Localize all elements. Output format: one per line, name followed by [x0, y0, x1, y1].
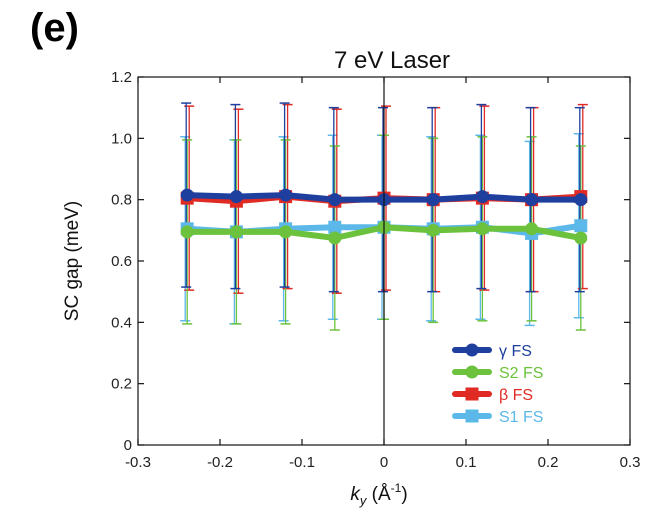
data-point	[328, 231, 342, 245]
legend-label: γ FS	[499, 343, 532, 360]
panel-label: (e)	[30, 6, 79, 50]
data-point	[229, 225, 243, 239]
x-axis-title: ky (Å-1)	[350, 481, 407, 508]
data-point	[525, 193, 539, 207]
y-tick-label: 1.0	[111, 130, 132, 147]
x-tick-label: -0.2	[207, 454, 233, 471]
legend-label: β FS	[499, 387, 533, 404]
data-point	[426, 223, 440, 237]
data-point	[180, 225, 194, 239]
data-point	[229, 190, 243, 204]
data-point	[525, 222, 539, 236]
legend-marker	[465, 387, 479, 401]
x-tick-label: 0	[380, 454, 388, 471]
data-point	[574, 219, 588, 233]
x-tick-label: 0.3	[620, 454, 641, 471]
legend: γ FS S2 FS β FS S1 FS	[452, 343, 543, 426]
legend-label: S2 FS	[499, 365, 543, 382]
data-point	[328, 220, 342, 234]
legend-marker	[465, 365, 479, 379]
y-tick-label: 0.8	[111, 192, 132, 209]
legend-marker	[465, 343, 479, 357]
x-tick-label: 0.2	[538, 454, 559, 471]
legend-label: S1 FS	[499, 409, 543, 426]
x-axis-title-k: k	[350, 484, 361, 505]
legend-marker	[465, 409, 479, 423]
data-point	[279, 188, 293, 202]
data-point	[475, 222, 489, 236]
data-point	[279, 225, 293, 239]
chart-title: 7 eV Laser	[334, 47, 450, 74]
data-point	[426, 193, 440, 207]
x-axis-title-close: )	[401, 484, 407, 505]
y-axis-title: SC gap (meV)	[62, 201, 83, 321]
data-point	[180, 188, 194, 202]
x-tick-label: 0.1	[456, 454, 477, 471]
x-tick-label: -0.3	[125, 454, 151, 471]
y-tick-label: 1.2	[111, 69, 132, 86]
data-point	[328, 193, 342, 207]
y-tick-label: 0.4	[111, 314, 132, 331]
x-axis-title-units: (Å	[366, 484, 391, 505]
data-point	[475, 190, 489, 204]
y-tick-label: 0.2	[111, 376, 132, 393]
x-axis-title-sub: y	[359, 493, 368, 508]
x-axis-title-exp: -1	[391, 481, 402, 495]
data-point	[574, 193, 588, 207]
x-tick-label: -0.1	[289, 454, 315, 471]
y-tick-label: 0.6	[111, 253, 132, 270]
axis-ticks: -0.3 -0.2 -0.1 0 0.1 0.2 0.3 0 0.2 0.4 0.6 0.8 1.0 1.…	[111, 69, 640, 471]
data-point	[574, 231, 588, 245]
y-tick-label: 0	[124, 437, 132, 454]
